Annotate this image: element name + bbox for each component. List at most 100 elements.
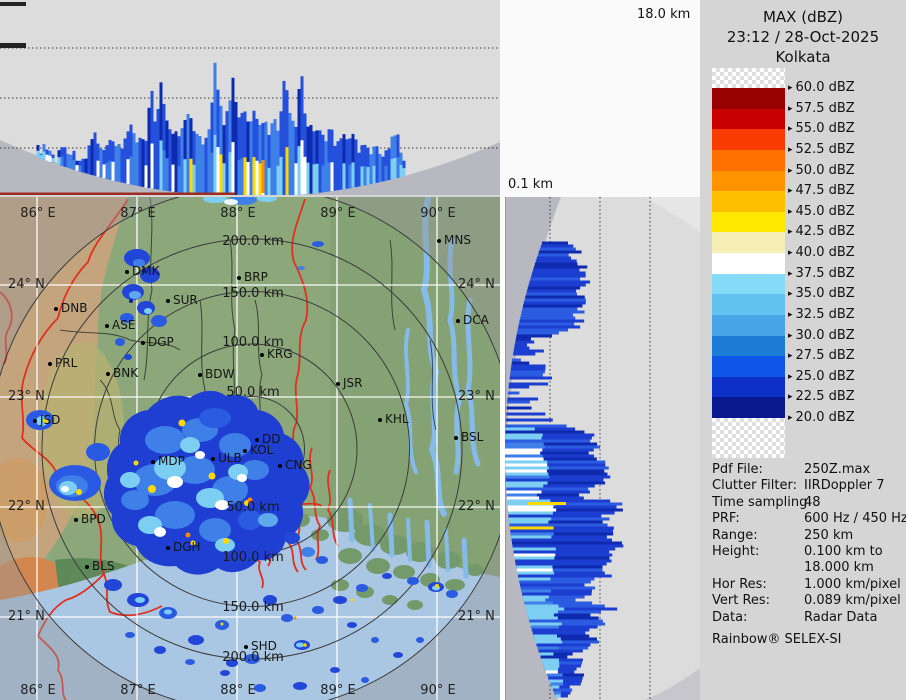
echo-bar bbox=[506, 412, 546, 416]
echo-bar bbox=[512, 541, 622, 545]
echo-bar bbox=[132, 133, 136, 186]
echo-bar bbox=[384, 150, 388, 181]
echo-bar bbox=[105, 145, 109, 180]
echo-bar bbox=[505, 466, 609, 470]
echo-bar bbox=[99, 148, 103, 178]
echo-bar bbox=[345, 139, 349, 189]
echo-bar bbox=[285, 90, 289, 195]
metadata-value: Radar Data bbox=[804, 609, 878, 625]
echo-bar bbox=[96, 143, 100, 177]
echo-bar bbox=[547, 673, 563, 677]
echo-bar bbox=[509, 523, 608, 527]
echo-bar bbox=[351, 162, 355, 188]
beam-blind-zone-mask bbox=[0, 140, 500, 195]
echo-bar bbox=[90, 139, 94, 176]
metadata-row: 18.000 km bbox=[712, 560, 904, 576]
echo-bar bbox=[505, 418, 553, 422]
metadata-label: Range: bbox=[712, 527, 758, 543]
echo-bar bbox=[538, 649, 583, 653]
echo-bar bbox=[285, 147, 289, 195]
echo-bar bbox=[508, 382, 549, 386]
echo-bar bbox=[510, 529, 614, 533]
echo-bar bbox=[228, 100, 232, 195]
scale-tick-arrow: ▸ bbox=[788, 144, 793, 155]
radar-echo-north bbox=[115, 197, 324, 360]
echo-bar bbox=[515, 562, 607, 566]
echo-bar bbox=[165, 120, 169, 191]
dbz-scale-label: ▸ 40.0 dBZ bbox=[788, 245, 855, 260]
metadata-label: Height: bbox=[712, 544, 760, 560]
echo-bar bbox=[516, 568, 603, 572]
echo-bar bbox=[545, 670, 575, 674]
echo-bar bbox=[520, 316, 576, 320]
echo-bar bbox=[312, 131, 316, 194]
metadata-value: IIRDoppler 7 bbox=[804, 478, 885, 494]
echo-bar bbox=[282, 80, 286, 195]
scale-tick-arrow: ▸ bbox=[788, 351, 793, 362]
echo-bar bbox=[505, 472, 608, 476]
scale-tick-arrow: ▸ bbox=[788, 330, 793, 341]
echo-bar bbox=[551, 685, 570, 689]
legend-panel: MAX (dBZ) 23:12 / 28-Oct-2025 Kolkata ▸ 6… bbox=[700, 0, 906, 700]
metadata-value: 250 km bbox=[804, 527, 854, 543]
echo-bar bbox=[544, 667, 559, 671]
echo-bar bbox=[69, 154, 73, 169]
echo-bar bbox=[222, 125, 226, 195]
echo-bar bbox=[153, 121, 157, 190]
echo-bar bbox=[303, 156, 307, 195]
echo-bar bbox=[123, 138, 127, 184]
scale-tick-arrow: ▸ bbox=[788, 165, 793, 176]
echo-bar bbox=[252, 157, 256, 195]
echo-bar bbox=[533, 268, 580, 272]
top-profile-plot bbox=[0, 0, 500, 195]
echo-bar bbox=[526, 292, 578, 296]
map-top-border-strip bbox=[0, 192, 235, 195]
echo-bar bbox=[505, 460, 548, 464]
echo-bar bbox=[537, 646, 559, 650]
echo-bar bbox=[525, 607, 565, 611]
echo-bar bbox=[524, 601, 553, 605]
echo-bar bbox=[237, 160, 241, 195]
echo-bar bbox=[507, 505, 554, 509]
echo-bar bbox=[399, 164, 403, 177]
echo-bar bbox=[291, 120, 295, 195]
echo-bar bbox=[228, 152, 232, 195]
echo-bar bbox=[506, 493, 580, 497]
echo-bar bbox=[518, 322, 575, 326]
echo-bar bbox=[336, 141, 340, 191]
echo-bar bbox=[542, 661, 582, 665]
echo-bar bbox=[508, 517, 610, 521]
echo-bar bbox=[315, 163, 319, 194]
echo-bar bbox=[210, 102, 214, 195]
echo-bar bbox=[523, 304, 583, 308]
echo-bar bbox=[144, 165, 148, 188]
echo-bar bbox=[505, 424, 567, 428]
echo-bar bbox=[150, 143, 154, 189]
echo-bar bbox=[378, 153, 382, 183]
echo-bar bbox=[518, 577, 551, 581]
echo-bar bbox=[509, 526, 614, 530]
metadata-value: 0.100 km to bbox=[804, 544, 883, 560]
echo-bar bbox=[294, 163, 298, 195]
radar-echo-main-storm bbox=[26, 390, 328, 575]
echo-bar bbox=[522, 307, 578, 311]
echo-bar bbox=[219, 105, 223, 195]
echo-bar bbox=[530, 277, 581, 281]
echo-bar bbox=[516, 565, 603, 569]
echo-bar bbox=[87, 145, 91, 175]
echo-bar bbox=[533, 634, 557, 638]
echo-bar bbox=[318, 130, 322, 193]
echo-bar bbox=[507, 391, 520, 395]
scale-tick-arrow: ▸ bbox=[788, 103, 793, 114]
echo-bar bbox=[515, 337, 531, 341]
echo-bar bbox=[162, 150, 166, 191]
right-height-axis-label: 0.1 km bbox=[508, 177, 553, 192]
echo-bar bbox=[524, 601, 593, 605]
scale-band bbox=[712, 129, 785, 150]
echo-bar bbox=[554, 691, 562, 695]
scale-band bbox=[712, 170, 785, 192]
station-name: Kolkata bbox=[775, 48, 831, 66]
echo-bar bbox=[510, 370, 545, 374]
echo-bar bbox=[505, 442, 544, 446]
echo-bar bbox=[530, 622, 562, 626]
